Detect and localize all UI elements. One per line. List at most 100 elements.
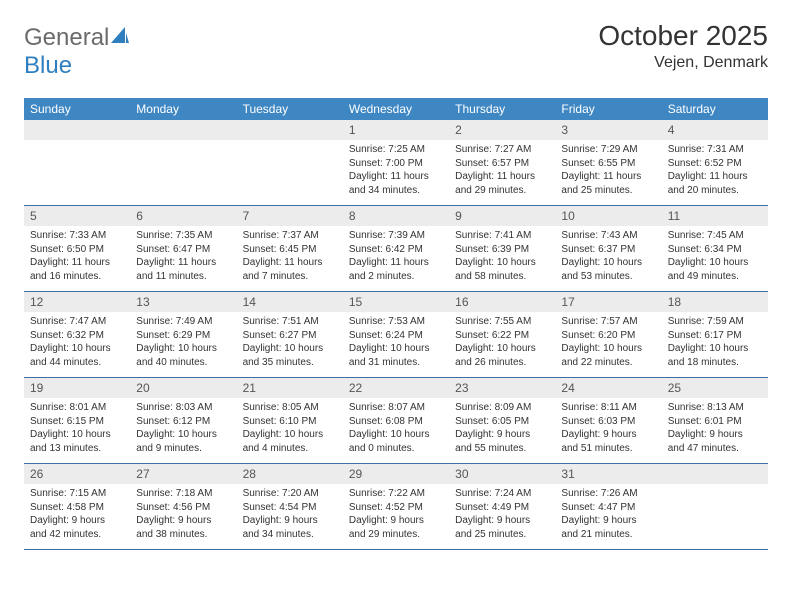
dow-label: Sunday [24,98,130,120]
daylight-text: and 9 minutes. [136,442,230,456]
sunset-text: Sunset: 6:45 PM [243,243,337,257]
daylight-text: and 58 minutes. [455,270,549,284]
sunrise-text: Sunrise: 7:51 AM [243,315,337,329]
daylight-text: Daylight: 11 hours [136,256,230,270]
daylight-text: Daylight: 10 hours [243,428,337,442]
day-number: 29 [343,464,449,484]
day-cell: Sunrise: 8:07 AMSunset: 6:08 PMDaylight:… [343,398,449,463]
day-number: 3 [555,120,661,140]
calendar: SundayMondayTuesdayWednesdayThursdayFrid… [24,98,768,550]
dow-label: Thursday [449,98,555,120]
sunset-text: Sunset: 6:24 PM [349,329,443,343]
day-cell: Sunrise: 7:49 AMSunset: 6:29 PMDaylight:… [130,312,236,377]
daylight-text: Daylight: 9 hours [243,514,337,528]
dow-label: Friday [555,98,661,120]
daylight-text: and 22 minutes. [561,356,655,370]
daylight-text: and 25 minutes. [455,528,549,542]
day-cell [662,484,768,549]
day-cell [130,140,236,205]
daylight-text: and 11 minutes. [136,270,230,284]
day-number: 28 [237,464,343,484]
day-of-week-row: SundayMondayTuesdayWednesdayThursdayFrid… [24,98,768,120]
daylight-text: Daylight: 9 hours [30,514,124,528]
daylight-text: Daylight: 9 hours [455,428,549,442]
sunset-text: Sunset: 6:20 PM [561,329,655,343]
day-number: 30 [449,464,555,484]
sunset-text: Sunset: 6:03 PM [561,415,655,429]
sunrise-text: Sunrise: 7:25 AM [349,143,443,157]
day-cell: Sunrise: 7:22 AMSunset: 4:52 PMDaylight:… [343,484,449,549]
daylight-text: and 13 minutes. [30,442,124,456]
daylight-text: Daylight: 9 hours [349,514,443,528]
day-number: 1 [343,120,449,140]
sunrise-text: Sunrise: 8:13 AM [668,401,762,415]
day-number: 19 [24,378,130,398]
day-cell: Sunrise: 7:51 AMSunset: 6:27 PMDaylight:… [237,312,343,377]
brand-part1: General [24,24,109,51]
sunset-text: Sunset: 6:01 PM [668,415,762,429]
sunrise-text: Sunrise: 8:03 AM [136,401,230,415]
day-number: 4 [662,120,768,140]
day-number-row: 567891011 [24,206,768,226]
month-title: October 2025 [598,20,768,52]
sunset-text: Sunset: 7:00 PM [349,157,443,171]
sunrise-text: Sunrise: 7:22 AM [349,487,443,501]
sunrise-text: Sunrise: 7:55 AM [455,315,549,329]
brand-part2: Blue [24,52,72,79]
daylight-text: and 40 minutes. [136,356,230,370]
sunrise-text: Sunrise: 7:57 AM [561,315,655,329]
sunset-text: Sunset: 6:32 PM [30,329,124,343]
day-number-row: 262728293031 [24,464,768,484]
daylight-text: Daylight: 9 hours [455,514,549,528]
day-number: 21 [237,378,343,398]
day-cell: Sunrise: 7:35 AMSunset: 6:47 PMDaylight:… [130,226,236,291]
day-number-row: 19202122232425 [24,378,768,398]
day-cell: Sunrise: 7:15 AMSunset: 4:58 PMDaylight:… [24,484,130,549]
daylight-text: Daylight: 10 hours [561,342,655,356]
daylight-text: and 31 minutes. [349,356,443,370]
day-number: 22 [343,378,449,398]
dow-label: Monday [130,98,236,120]
sunrise-text: Sunrise: 8:11 AM [561,401,655,415]
sunset-text: Sunset: 6:55 PM [561,157,655,171]
sunset-text: Sunset: 6:08 PM [349,415,443,429]
daylight-text: Daylight: 9 hours [668,428,762,442]
day-cell: Sunrise: 7:45 AMSunset: 6:34 PMDaylight:… [662,226,768,291]
sunset-text: Sunset: 6:52 PM [668,157,762,171]
sunrise-text: Sunrise: 7:41 AM [455,229,549,243]
sunset-text: Sunset: 6:29 PM [136,329,230,343]
day-number [24,120,130,140]
daylight-text: and 29 minutes. [455,184,549,198]
week-row: Sunrise: 7:33 AMSunset: 6:50 PMDaylight:… [24,226,768,292]
day-number: 12 [24,292,130,312]
day-cell: Sunrise: 7:53 AMSunset: 6:24 PMDaylight:… [343,312,449,377]
daylight-text: and 29 minutes. [349,528,443,542]
sunset-text: Sunset: 6:57 PM [455,157,549,171]
day-cell: Sunrise: 7:37 AMSunset: 6:45 PMDaylight:… [237,226,343,291]
daylight-text: and 44 minutes. [30,356,124,370]
day-number: 9 [449,206,555,226]
day-cell: Sunrise: 7:31 AMSunset: 6:52 PMDaylight:… [662,140,768,205]
daylight-text: Daylight: 10 hours [136,342,230,356]
day-cell: Sunrise: 7:55 AMSunset: 6:22 PMDaylight:… [449,312,555,377]
day-number: 16 [449,292,555,312]
day-number: 23 [449,378,555,398]
daylight-text: Daylight: 11 hours [30,256,124,270]
sunset-text: Sunset: 6:10 PM [243,415,337,429]
daylight-text: and 34 minutes. [243,528,337,542]
sunset-text: Sunset: 6:27 PM [243,329,337,343]
sunset-text: Sunset: 6:50 PM [30,243,124,257]
sunrise-text: Sunrise: 7:45 AM [668,229,762,243]
day-number: 26 [24,464,130,484]
sunset-text: Sunset: 4:54 PM [243,501,337,515]
day-number: 5 [24,206,130,226]
daylight-text: Daylight: 11 hours [349,170,443,184]
daylight-text: Daylight: 10 hours [30,342,124,356]
day-cell: Sunrise: 7:27 AMSunset: 6:57 PMDaylight:… [449,140,555,205]
day-number: 25 [662,378,768,398]
daylight-text: and 35 minutes. [243,356,337,370]
day-number: 31 [555,464,661,484]
day-cell: Sunrise: 8:11 AMSunset: 6:03 PMDaylight:… [555,398,661,463]
daylight-text: and 55 minutes. [455,442,549,456]
header: GeneralBlue October 2025 Vejen, Denmark [24,20,768,80]
